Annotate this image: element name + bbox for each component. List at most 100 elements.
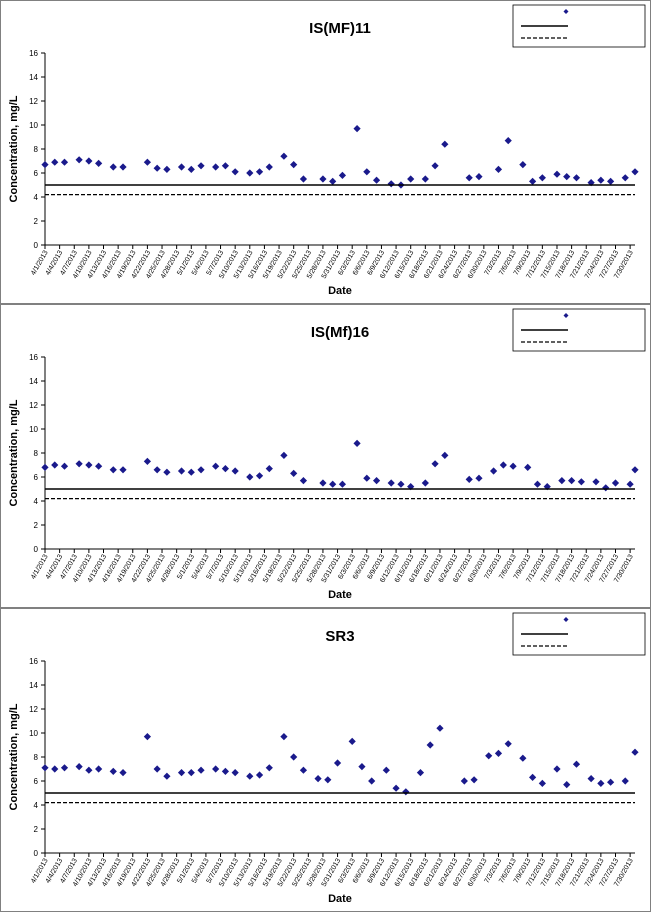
y-axis-label: Concentration, mg/L [8, 95, 20, 202]
data-point [163, 772, 171, 780]
data-point [95, 765, 103, 773]
data-point [626, 480, 634, 488]
x-axis-label: Date [328, 589, 352, 601]
data-point [246, 169, 254, 177]
data-point [572, 760, 581, 768]
data-point [563, 173, 571, 181]
y-axis-label: Concentration, mg/L [8, 399, 20, 506]
legend-diamond-marker [563, 617, 569, 622]
data-point [607, 177, 615, 185]
y-tick-label: 12 [29, 705, 38, 714]
y-tick-label: 0 [34, 241, 39, 250]
data-point [51, 158, 59, 166]
chart-ismf11: IS(MF)1102468101214164/1/20134/4/20134/7… [0, 0, 651, 304]
data-point [529, 177, 537, 185]
data-point [353, 125, 361, 133]
data-point [177, 467, 186, 475]
data-point [504, 740, 512, 748]
legend-diamond-marker [563, 313, 569, 318]
data-point [85, 157, 93, 165]
legend [512, 4, 646, 48]
data-point [597, 176, 605, 184]
data-point [51, 765, 59, 773]
legend-diamond-marker [563, 9, 569, 14]
data-point [75, 460, 83, 468]
data-point [212, 163, 220, 171]
y-tick-label: 14 [29, 73, 38, 82]
data-point [338, 171, 347, 179]
y-tick-label: 4 [34, 497, 39, 506]
data-point [631, 466, 639, 474]
chart-panel-2: IS(Mf)16 0 2 4 6 8 10 12 14 16 4/1/2013 4/4/2013 4/7… [0, 304, 651, 608]
data-point [553, 765, 561, 773]
data-point [255, 771, 264, 779]
data-point [372, 176, 381, 184]
x-axis-label: Date [328, 893, 352, 905]
data-point [611, 479, 620, 487]
data-point [333, 759, 342, 767]
y-tick-label: 10 [29, 425, 38, 434]
data-point [95, 159, 103, 167]
data-point [280, 451, 288, 459]
data-point [153, 164, 161, 172]
x-axis-label: Date [328, 285, 352, 297]
chart-title: IS(Mf)16 [311, 324, 369, 341]
data-point [265, 465, 273, 473]
y-tick-label: 6 [34, 473, 39, 482]
data-point [187, 468, 195, 476]
chart-ismf16: IS(Mf)1602468101214164/1/20134/4/20134/7… [0, 304, 651, 608]
data-point [153, 466, 161, 474]
data-point [143, 158, 151, 166]
data-point [299, 175, 308, 183]
data-point [631, 168, 639, 176]
data-point [290, 753, 298, 761]
y-tick-label: 12 [29, 97, 38, 106]
data-point [197, 766, 205, 774]
data-point [407, 175, 415, 183]
data-point [621, 777, 629, 785]
data-point [85, 461, 93, 469]
y-tick-label: 16 [29, 49, 38, 58]
data-point [41, 764, 49, 772]
data-point [329, 177, 337, 185]
data-point [338, 480, 347, 488]
data-point [519, 754, 527, 762]
data-point [119, 163, 127, 171]
data-point [109, 466, 117, 474]
data-point [436, 724, 444, 732]
y-tick-label: 10 [29, 121, 38, 130]
data-point [441, 140, 449, 148]
data-point [465, 475, 473, 483]
data-point [509, 462, 517, 470]
data-point [397, 480, 405, 488]
data-point [212, 462, 220, 470]
data-point [75, 763, 83, 771]
data-point [407, 483, 415, 491]
data-point [572, 174, 581, 182]
data-point [299, 766, 308, 774]
y-tick-label: 4 [34, 801, 39, 810]
data-point [553, 170, 561, 178]
data-point [421, 479, 429, 487]
y-tick-label: 6 [34, 169, 39, 178]
y-tick-label: 0 [34, 849, 39, 858]
data-point [465, 174, 473, 182]
data-point [426, 741, 434, 749]
y-tick-label: 2 [34, 521, 39, 530]
data-point [265, 163, 273, 171]
data-point [41, 161, 49, 169]
y-tick-label: 6 [34, 777, 39, 786]
data-point [246, 772, 254, 780]
data-point [631, 748, 639, 756]
y-tick-label: 16 [29, 657, 38, 666]
panel-border [0, 304, 651, 608]
panel-border [0, 608, 651, 912]
y-axis-label: Concentration, mg/L [8, 703, 20, 810]
data-point [363, 168, 371, 176]
y-tick-label: 14 [29, 377, 38, 386]
data-point [221, 162, 230, 170]
data-point [280, 733, 288, 741]
data-point [494, 165, 503, 173]
data-point [109, 163, 117, 171]
data-point [177, 163, 186, 171]
